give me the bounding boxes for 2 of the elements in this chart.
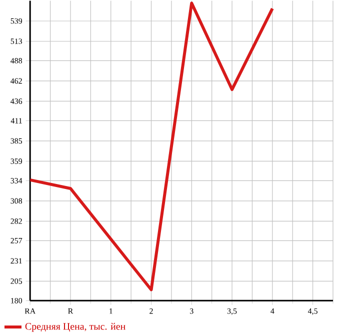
legend-label: Средняя Цена, тыс. йен	[25, 322, 126, 332]
line-series	[30, 2, 274, 292]
